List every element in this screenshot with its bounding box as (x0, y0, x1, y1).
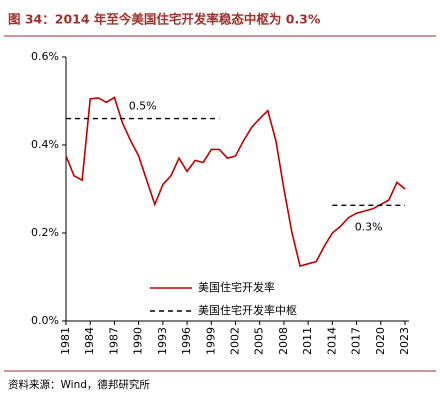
x-tick-label: 2017 (350, 327, 363, 355)
y-tick-label: 0.0% (31, 314, 59, 327)
y-tick-label: 0.4% (31, 138, 59, 151)
y-tick-label: 0.2% (31, 226, 59, 239)
data-line (65, 96, 406, 267)
legend-label: 美国住宅开发率 (198, 280, 275, 294)
chart-title: 图 34：2014 年至今美国住宅开发率稳态中枢为 0.3% (8, 12, 321, 27)
reference-label: 0.3% (355, 220, 383, 233)
x-tick-label: 2014 (325, 327, 338, 355)
x-tick-label: 2008 (277, 327, 290, 355)
source: 资料来源：Wind，德邦研究所 (8, 378, 150, 391)
x-tick-label: 1987 (107, 327, 120, 355)
x-tick-label: 1981 (59, 327, 72, 355)
x-tick-label: 1984 (83, 327, 96, 355)
x-tick-label: 1993 (156, 327, 169, 355)
x-tick-label: 2002 (229, 327, 242, 355)
x-tick-label: 2023 (398, 327, 411, 355)
legend-label: 美国住宅开发率中枢 (198, 303, 297, 317)
x-tick-label: 2005 (253, 327, 266, 355)
reference-label: 0.5% (129, 100, 157, 113)
x-tick-label: 1999 (204, 327, 217, 355)
x-tick-label: 2020 (374, 327, 387, 355)
x-tick-label: 1996 (180, 327, 193, 355)
y-tick-label: 0.6% (31, 50, 59, 63)
x-tick-label: 2011 (301, 327, 314, 355)
x-tick-label: 1990 (132, 327, 145, 355)
